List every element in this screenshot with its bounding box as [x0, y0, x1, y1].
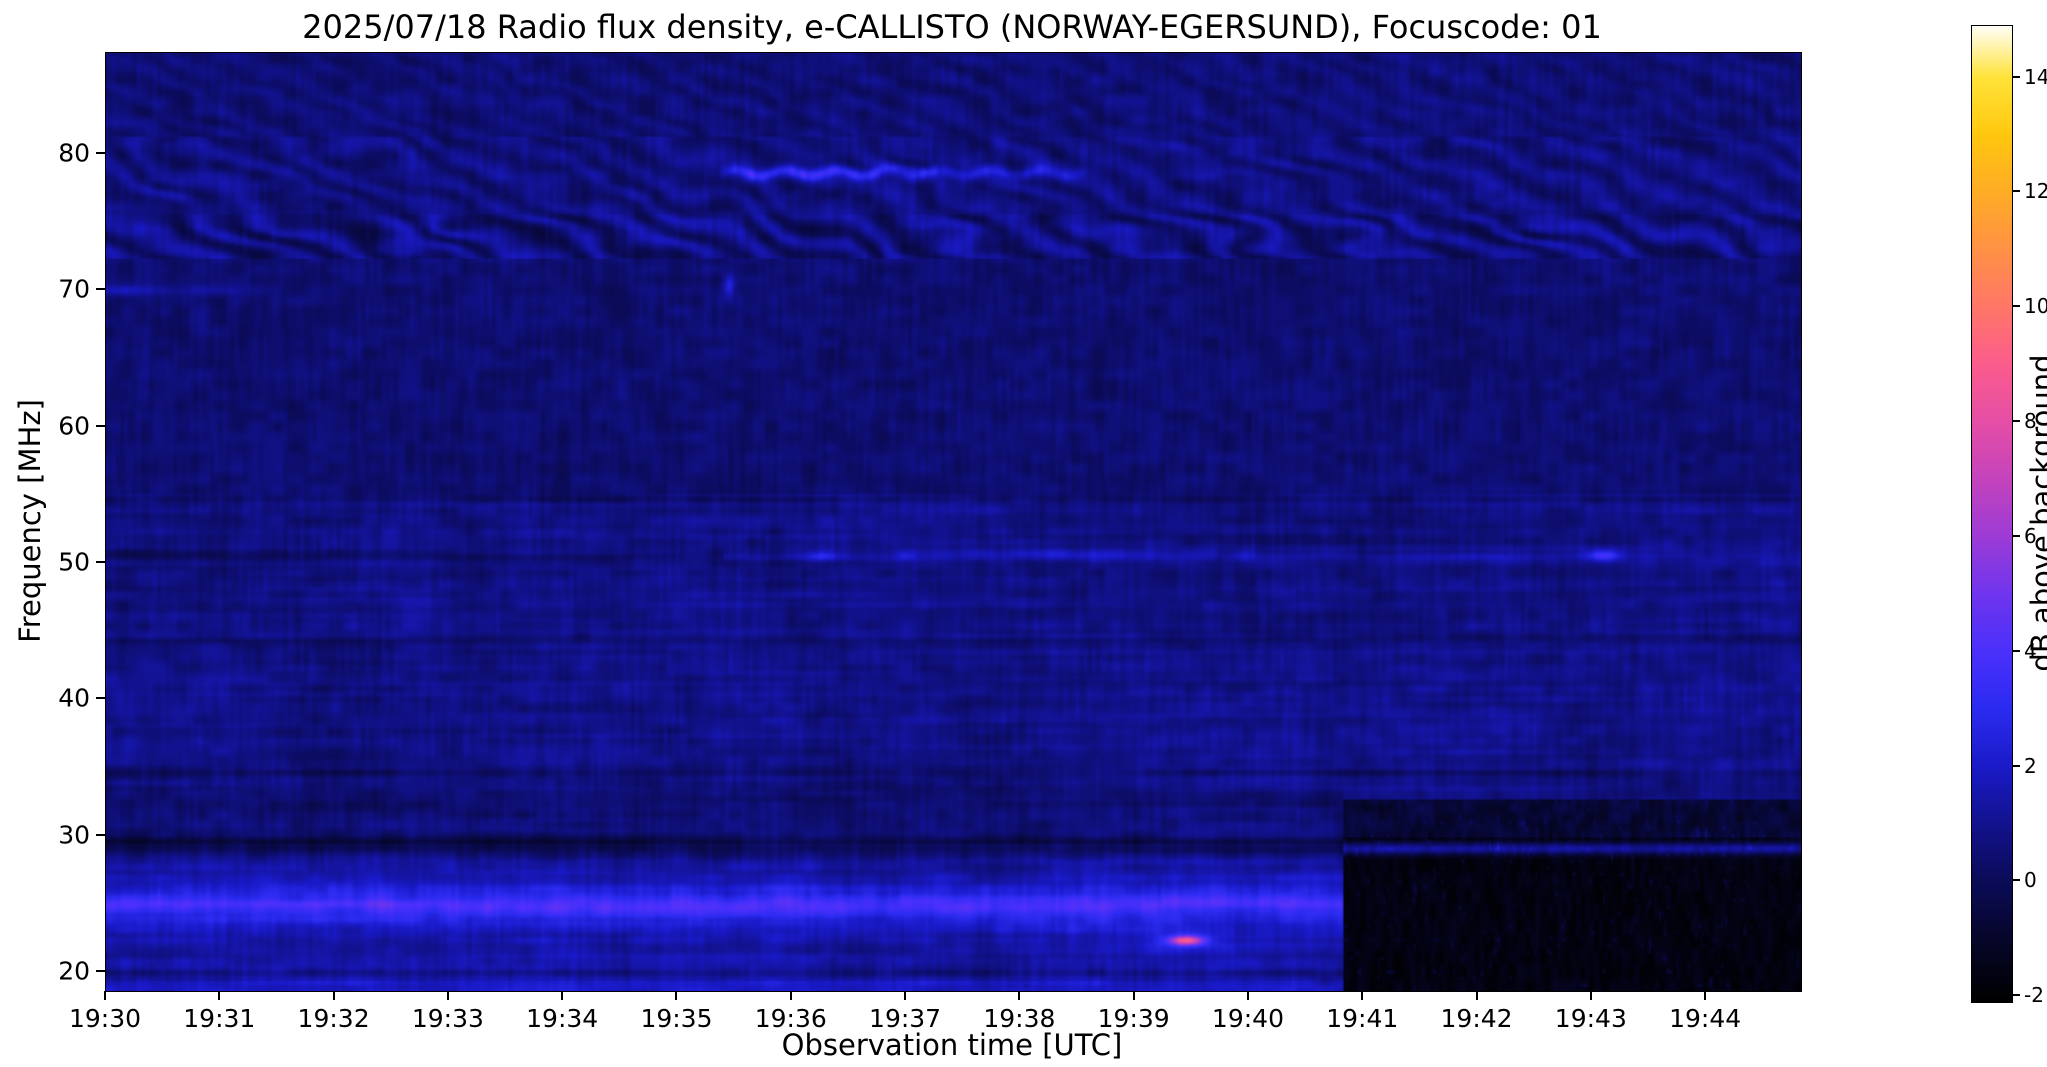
y-tick-mark: [96, 969, 105, 972]
x-tick-label: 19:32: [297, 1004, 370, 1033]
x-tick-mark: [1475, 991, 1478, 1000]
x-tick-mark: [1132, 991, 1135, 1000]
x-tick-mark: [1589, 991, 1592, 1000]
x-tick-mark: [218, 991, 221, 1000]
colorbar-tick-label: 8: [2024, 409, 2037, 434]
spectrogram-canvas: [106, 53, 1801, 991]
y-tick-label: 70: [58, 274, 90, 304]
colorbar-tick-mark: [2013, 190, 2020, 193]
y-tick-mark: [96, 833, 105, 836]
colorbar-tick-mark: [2013, 879, 2020, 882]
colorbar-tick-mark: [2013, 75, 2020, 78]
x-tick-label: 19:31: [183, 1004, 256, 1033]
colorbar-gradient-canvas: [1972, 26, 2012, 1002]
colorbar-tick-mark: [2013, 420, 2020, 423]
colorbar-tick-mark: [2013, 534, 2020, 537]
x-tick-mark: [446, 991, 449, 1000]
y-tick-mark: [96, 288, 105, 291]
y-tick-label: 50: [58, 547, 90, 577]
colorbar-tick-mark: [2013, 994, 2020, 997]
y-tick-mark: [96, 151, 105, 154]
y-tick-label: 20: [58, 956, 90, 986]
x-tick-label: 19:30: [68, 1004, 142, 1033]
y-tick-label: 60: [58, 411, 90, 441]
x-tick-label: 19:41: [1326, 1004, 1399, 1033]
x-tick-label: 19:39: [1097, 1004, 1170, 1033]
colorbar-tick-label: -2: [2024, 983, 2044, 1008]
y-axis-label: Frequency [MHz]: [13, 399, 47, 643]
colorbar-label: dB above background: [2025, 354, 2047, 672]
colorbar-tick-label: 6: [2024, 523, 2037, 548]
x-tick-label: 19:37: [869, 1004, 942, 1033]
x-tick-mark: [332, 991, 335, 1000]
x-tick-mark: [104, 991, 106, 1000]
x-tick-label: 19:36: [754, 1004, 827, 1033]
colorbar-tick-label: 14: [2024, 64, 2047, 89]
y-tick-mark: [96, 697, 105, 700]
x-tick-label: 19:33: [411, 1004, 484, 1033]
plot-area: [105, 52, 1802, 992]
colorbar-tick-label: 4: [2024, 638, 2037, 663]
colorbar-tick-mark: [2013, 649, 2020, 652]
x-tick-label: 19:40: [1211, 1004, 1284, 1033]
x-tick-mark: [904, 991, 907, 1000]
colorbar-tick-label: 2: [2024, 753, 2037, 778]
colorbar: [1971, 25, 2013, 1003]
x-tick-label: 19:35: [640, 1004, 713, 1033]
x-tick-label: 19:44: [1669, 1004, 1742, 1033]
y-tick-label: 80: [58, 138, 90, 168]
x-tick-label: 19:42: [1440, 1004, 1513, 1033]
y-tick-label: 40: [58, 683, 90, 713]
y-tick-label: 30: [58, 820, 90, 850]
y-tick-mark: [96, 560, 105, 563]
colorbar-tick-mark: [2013, 305, 2020, 308]
colorbar-tick-label: 12: [2024, 179, 2047, 204]
chart-title: 2025/07/18 Radio flux density, e-CALLIST…: [302, 8, 1602, 46]
x-tick-mark: [1361, 991, 1364, 1000]
x-tick-mark: [789, 991, 792, 1000]
colorbar-tick-label: 0: [2024, 868, 2037, 893]
x-tick-mark: [675, 991, 678, 1000]
x-tick-mark: [561, 991, 564, 1000]
x-tick-label: 19:38: [983, 1004, 1056, 1033]
x-tick-mark: [1704, 991, 1707, 1000]
colorbar-tick-mark: [2013, 764, 2020, 767]
x-tick-label: 19:43: [1554, 1004, 1627, 1033]
x-tick-mark: [1246, 991, 1249, 1000]
x-tick-mark: [1018, 991, 1021, 1000]
x-axis-label: Observation time [UTC]: [781, 1028, 1123, 1062]
colorbar-tick-label: 10: [2024, 294, 2047, 319]
y-tick-mark: [96, 424, 105, 427]
x-tick-label: 19:34: [526, 1004, 599, 1033]
